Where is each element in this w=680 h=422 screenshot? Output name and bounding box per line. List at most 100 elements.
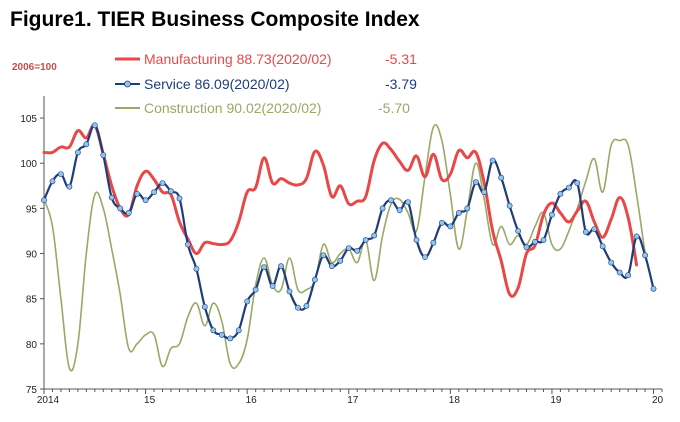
series-point	[49, 178, 56, 185]
series-point	[278, 263, 284, 270]
series-point	[438, 219, 445, 226]
series-point	[168, 188, 174, 195]
series-point	[210, 327, 217, 334]
series-point	[201, 303, 208, 310]
series-point	[117, 205, 124, 212]
series-point	[151, 189, 157, 195]
x-tick-label: 20	[652, 395, 664, 406]
series-point	[405, 199, 411, 205]
base-year-note: 2006=100	[12, 62, 57, 73]
series-line-2	[43, 123, 646, 372]
series-point	[489, 157, 496, 164]
series-point	[261, 264, 267, 270]
chart-title: Figure1. TIER Business Composite Index	[10, 8, 420, 31]
series-point	[447, 223, 454, 230]
series-point	[388, 197, 394, 204]
series-point	[41, 197, 47, 204]
series-point	[566, 184, 572, 191]
x-tick-label: 17	[347, 395, 359, 406]
series-point	[159, 180, 166, 186]
series-point	[345, 245, 352, 251]
series-point	[549, 211, 555, 218]
series-point	[83, 141, 90, 148]
series-point	[66, 183, 73, 190]
series-point	[58, 171, 64, 177]
y-tick-label: 80	[26, 340, 38, 351]
series-point	[371, 232, 378, 239]
series-point	[557, 190, 564, 197]
series-point	[379, 205, 386, 212]
legend-change-value: -3.79	[385, 76, 417, 92]
series-point	[616, 269, 623, 276]
series-point	[362, 237, 369, 243]
series-point	[176, 195, 183, 202]
series-point	[422, 254, 428, 260]
legend-marker	[124, 80, 131, 88]
x-tick-label: 15	[144, 395, 156, 406]
series-point	[125, 209, 132, 216]
series-point	[455, 209, 462, 216]
series-point	[472, 179, 479, 186]
series-point	[599, 243, 606, 250]
x-tick-label: 19	[550, 395, 562, 406]
chart-legend: Manufacturing 88.73(2020/02) -5.31 Service…	[115, 51, 417, 116]
legend-label: Construction 90.02(2020/02)	[144, 100, 321, 116]
series-point	[311, 276, 318, 283]
x-tick-label: 16	[246, 395, 258, 406]
legend-change-value: -5.31	[385, 51, 417, 67]
legend-change-value: -5.70	[378, 100, 410, 116]
series-point	[532, 238, 538, 245]
series-point	[430, 239, 437, 246]
series-point	[413, 237, 420, 243]
series-point	[498, 174, 505, 181]
y-tick-label: 100	[20, 159, 37, 170]
series-point	[269, 283, 276, 289]
series-point	[354, 247, 361, 254]
series-point	[337, 257, 344, 264]
chart-series	[41, 122, 657, 372]
x-tick-label: 18	[449, 395, 461, 406]
y-tick-label: 105	[20, 114, 37, 125]
series-point	[506, 202, 513, 209]
series-point	[515, 228, 521, 234]
series-point	[464, 205, 471, 212]
series-point	[235, 327, 242, 334]
series-point	[591, 226, 598, 232]
series-point	[574, 180, 581, 186]
series-point	[75, 149, 81, 156]
series-point	[193, 265, 200, 272]
series-point	[320, 252, 327, 259]
series-point	[650, 285, 657, 292]
series-point	[396, 207, 403, 214]
series-point	[244, 298, 251, 305]
series-point	[91, 122, 98, 129]
x-tick-label: 2014	[37, 395, 60, 406]
y-tick-label: 75	[26, 385, 38, 396]
y-tick-label: 85	[26, 295, 38, 306]
y-tick-label: 90	[26, 250, 38, 261]
series-line-1	[42, 124, 655, 340]
series-point	[582, 228, 589, 235]
series-point	[142, 197, 149, 204]
series-point	[608, 259, 615, 266]
series-point	[218, 331, 225, 338]
series-point	[523, 244, 530, 251]
series-point	[252, 286, 259, 293]
series-point	[481, 189, 488, 195]
series-point	[286, 288, 293, 295]
series-point	[134, 190, 140, 197]
series-point	[642, 252, 648, 259]
series-point	[633, 233, 640, 240]
y-tick-label: 95	[26, 204, 38, 215]
series-point	[184, 241, 191, 248]
series-point	[303, 302, 310, 309]
series-line-0	[42, 123, 639, 298]
series-point	[625, 272, 631, 279]
series-point	[100, 152, 107, 158]
series-point	[328, 263, 335, 270]
chart-axes: 75 80 85 90 95 100 105 2014 15 16 17 18 19 20	[20, 96, 664, 406]
series-point	[108, 194, 115, 201]
legend-label: Manufacturing 88.73(2020/02)	[144, 51, 332, 67]
series-point	[540, 237, 547, 243]
